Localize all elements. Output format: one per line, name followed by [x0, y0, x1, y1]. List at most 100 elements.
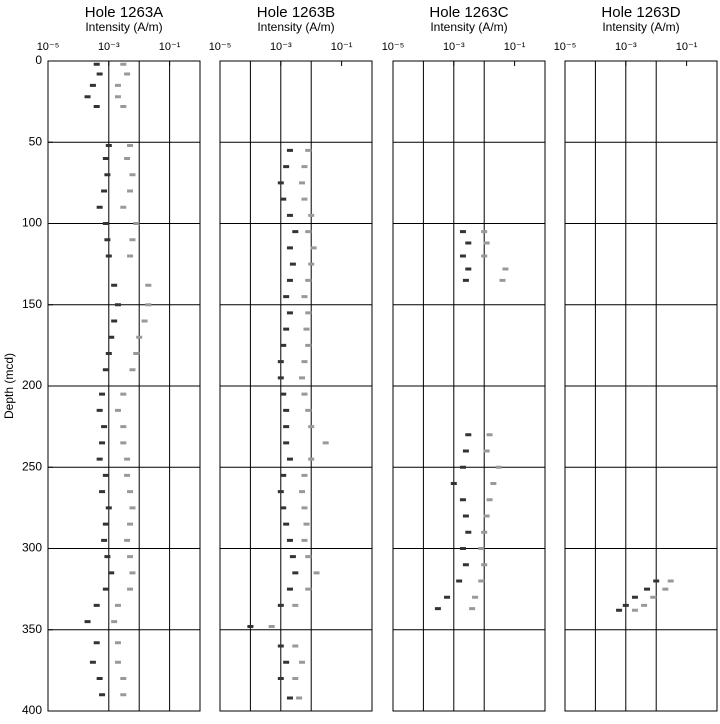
data-point — [124, 72, 131, 76]
data-point — [305, 278, 312, 282]
data-point — [322, 441, 329, 445]
data-point — [280, 392, 287, 396]
data-point — [93, 603, 100, 607]
data-point — [93, 62, 100, 66]
data-point — [286, 148, 293, 152]
x-tick-label: 10⁻³ — [615, 41, 637, 53]
data-point — [96, 72, 103, 76]
data-point — [292, 230, 299, 234]
data-point — [102, 473, 109, 477]
data-point — [299, 660, 306, 664]
data-point — [459, 230, 466, 234]
data-point — [93, 641, 100, 645]
data-point — [133, 352, 140, 355]
data-point — [283, 660, 290, 664]
data-point — [289, 555, 296, 559]
data-point — [145, 303, 152, 307]
data-point — [108, 571, 115, 575]
data-point — [105, 254, 112, 258]
data-point — [247, 625, 254, 628]
data-point — [283, 408, 290, 412]
data-point — [114, 303, 121, 307]
data-point — [310, 246, 317, 250]
data-point — [133, 222, 140, 225]
data-point — [308, 425, 315, 429]
data-point — [127, 555, 134, 559]
data-point — [292, 571, 299, 575]
data-point — [84, 620, 91, 624]
data-point — [120, 693, 127, 697]
data-point — [104, 238, 111, 242]
data-point — [102, 157, 109, 160]
y-tick-label: 100 — [22, 216, 42, 230]
data-point — [280, 506, 287, 510]
data-point — [120, 205, 127, 209]
data-point — [277, 376, 284, 380]
data-point — [313, 571, 320, 575]
data-point — [301, 165, 308, 169]
data-point — [141, 319, 148, 323]
panel-subtitle: Intensity (A/m) — [602, 20, 679, 34]
panel-title: Hole 1263D — [601, 4, 680, 21]
data-point — [486, 433, 493, 437]
data-point — [301, 506, 308, 510]
data-point — [286, 538, 293, 542]
x-tick-label: 10⁻¹ — [159, 41, 181, 53]
data-point — [96, 677, 103, 680]
data-point — [465, 433, 472, 437]
data-point — [111, 620, 118, 624]
data-point — [114, 95, 121, 99]
data-point — [305, 408, 312, 412]
data-point — [145, 283, 152, 287]
y-tick-label: 250 — [22, 459, 42, 473]
panel-subtitle: Intensity (A/m) — [85, 20, 162, 34]
data-point — [127, 587, 134, 591]
data-point — [104, 555, 111, 559]
data-point — [124, 457, 131, 461]
data-point — [483, 241, 490, 245]
data-point — [450, 482, 457, 485]
data-point — [653, 579, 660, 583]
data-point — [456, 579, 463, 583]
data-point — [301, 538, 308, 542]
data-point — [459, 254, 466, 258]
data-point — [120, 392, 127, 396]
panel-subtitle: Intensity (A/m) — [430, 20, 507, 34]
data-point — [641, 603, 648, 607]
x-tick-label: 10⁻¹ — [331, 41, 353, 53]
data-point — [459, 465, 466, 469]
x-tick-label: 10⁻⁵ — [382, 41, 405, 53]
data-point — [136, 335, 143, 339]
data-point — [124, 538, 131, 542]
data-point — [616, 608, 623, 612]
y-tick-label: 50 — [29, 134, 43, 148]
data-point — [277, 677, 284, 680]
data-point — [486, 498, 493, 502]
data-point — [444, 595, 451, 599]
panel-title: Hole 1263B — [257, 4, 335, 21]
x-tick-label: 10⁻³ — [98, 41, 120, 53]
data-point — [277, 360, 284, 364]
plot-frame — [564, 60, 718, 712]
data-point — [286, 457, 293, 461]
data-point — [483, 449, 490, 453]
data-point — [102, 587, 109, 591]
data-point — [96, 205, 103, 209]
data-point — [120, 441, 127, 445]
data-point — [129, 571, 136, 575]
data-point — [114, 641, 121, 645]
data-point — [462, 563, 469, 567]
data-point — [283, 327, 290, 331]
y-tick-label: 0 — [35, 53, 42, 67]
data-point — [499, 278, 506, 282]
data-point — [481, 563, 488, 567]
data-point — [303, 327, 310, 331]
data-point — [289, 262, 296, 266]
data-point — [308, 213, 315, 217]
data-point — [286, 587, 293, 591]
data-point — [84, 95, 91, 99]
data-point — [89, 660, 96, 664]
data-point — [120, 425, 127, 429]
data-point — [469, 607, 476, 611]
data-point — [478, 579, 485, 583]
